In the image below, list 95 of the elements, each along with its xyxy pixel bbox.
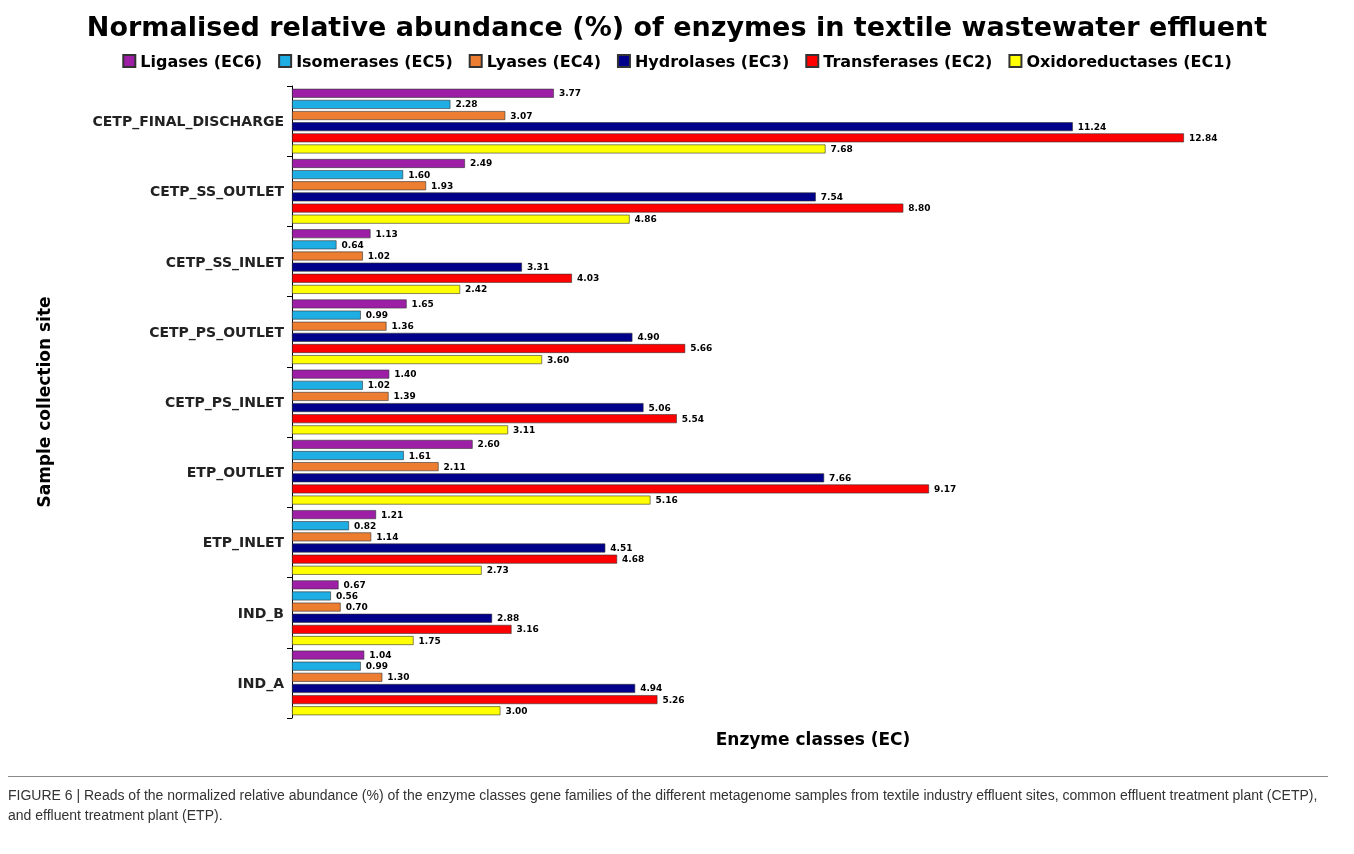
data-label: 3.00 (505, 705, 528, 716)
bar (292, 111, 506, 120)
bar (292, 695, 658, 705)
legend-label: Transferases (EC2) (823, 51, 993, 71)
data-label: 4.03 (576, 273, 600, 284)
data-label: 2.88 (497, 613, 520, 624)
x-axis-title: Enzyme classes (EC) (715, 728, 911, 749)
bar (292, 706, 501, 716)
bar (292, 451, 404, 460)
bar (292, 355, 543, 365)
y-axis-title: Sample collection site (33, 296, 54, 508)
data-label: 0.67 (343, 579, 366, 590)
bar (292, 332, 633, 342)
bar (292, 344, 686, 353)
y-tick-label: IND_B (237, 604, 284, 622)
bar (292, 684, 636, 693)
data-label: 5.54 (681, 413, 705, 424)
bar (292, 510, 377, 520)
y-tick-label: ETP_INLET (202, 534, 285, 552)
y-tick-label: CETP_SS_INLET (165, 253, 285, 271)
data-label: 4.51 (610, 543, 633, 554)
data-label: 0.64 (341, 239, 364, 250)
y-tick-label: CETP_FINAL_DISCHARGE (92, 113, 284, 131)
data-label: 4.68 (622, 554, 645, 565)
bar (292, 122, 1073, 132)
data-label: 0.70 (345, 602, 368, 613)
legend-label: Ligases (EC6) (140, 51, 263, 71)
caption: FIGURE 6 | Reads of the normalized relative abundance (%) of the enzyme classes gene families of the different metagenome samples from textile industry effluent sites, common effluent treatment plant (CETP), and effluent treatment plant (ETP). (8, 776, 1328, 826)
data-label: 3.77 (558, 88, 582, 99)
data-label: 2.11 (443, 461, 466, 472)
data-label: 2.73 (486, 565, 509, 576)
data-label: 2.49 (469, 158, 493, 169)
legend-label: Lyases (EC4) (486, 51, 601, 71)
data-label: 3.31 (526, 262, 550, 273)
data-label: 9.17 (934, 483, 957, 494)
data-label: 3.11 (513, 424, 536, 435)
data-label: 3.16 (516, 624, 539, 635)
data-label: 5.16 (655, 495, 678, 506)
data-label: 1.61 (408, 450, 432, 461)
legend-label: Hydrolases (EC3) (634, 51, 790, 71)
y-tick-label: IND_A (237, 674, 285, 692)
y-tick-label: CETP_SS_OUTLET (149, 183, 285, 201)
data-label: 1.36 (391, 321, 414, 332)
data-label: 1.75 (418, 635, 441, 646)
data-label: 1.93 (431, 180, 454, 191)
bar (292, 88, 554, 98)
data-label: 3.60 (547, 354, 570, 365)
bar (292, 159, 465, 168)
data-label: 0.99 (365, 310, 388, 321)
data-label: 1.02 (367, 380, 391, 391)
bar (292, 636, 414, 645)
data-label: 0.99 (365, 661, 388, 672)
data-label: 5.26 (662, 694, 685, 705)
data-label: 1.13 (375, 228, 398, 239)
data-label: 1.14 (376, 531, 399, 542)
bar (292, 624, 512, 634)
data-label: 5.66 (690, 343, 713, 354)
data-label: 4.86 (634, 214, 657, 225)
bar (292, 99, 451, 109)
bar (292, 462, 439, 472)
bar (292, 284, 461, 294)
data-label: 12.84 (1188, 132, 1218, 143)
data-label: 0.82 (353, 520, 377, 531)
data-label: 1.30 (387, 672, 410, 683)
bar (292, 439, 473, 449)
bar (292, 403, 644, 413)
data-label: 1.02 (367, 250, 391, 261)
data-label: 1.40 (394, 369, 417, 380)
data-label: 11.24 (1077, 121, 1107, 132)
y-tick-label: ETP_OUTLET (186, 464, 285, 482)
legend-label: Isomerases (EC5) (296, 51, 453, 71)
data-label: 1.65 (411, 298, 434, 309)
bar (292, 170, 404, 180)
data-label: 7.54 (820, 191, 843, 202)
data-label: 2.28 (455, 99, 478, 110)
legend-label: Oxidoreductases (EC1) (1026, 51, 1232, 71)
data-label: 1.60 (408, 169, 431, 180)
data-label: 8.80 (908, 203, 931, 214)
data-label: 1.04 (369, 650, 392, 661)
data-label: 0.56 (335, 590, 359, 601)
data-label: 4.94 (640, 683, 663, 694)
data-label: 4.90 (637, 332, 660, 343)
data-label: 5.06 (648, 402, 671, 413)
chart-title: Normalised relative abundance (%) of enzymes in textile wastewater effluent (86, 11, 1268, 42)
data-label: 1.39 (393, 391, 416, 402)
data-label: 3.07 (510, 110, 533, 121)
data-label: 7.68 (830, 143, 853, 154)
data-label: 1.21 (381, 509, 404, 520)
data-label: 7.66 (829, 472, 852, 483)
bar (292, 672, 383, 682)
y-tick-label: CETP_PS_OUTLET (149, 323, 285, 341)
y-tick-label: CETP_PS_INLET (165, 394, 285, 411)
bar (292, 391, 389, 401)
data-label: 2.60 (477, 439, 500, 450)
data-label: 2.42 (465, 284, 488, 295)
